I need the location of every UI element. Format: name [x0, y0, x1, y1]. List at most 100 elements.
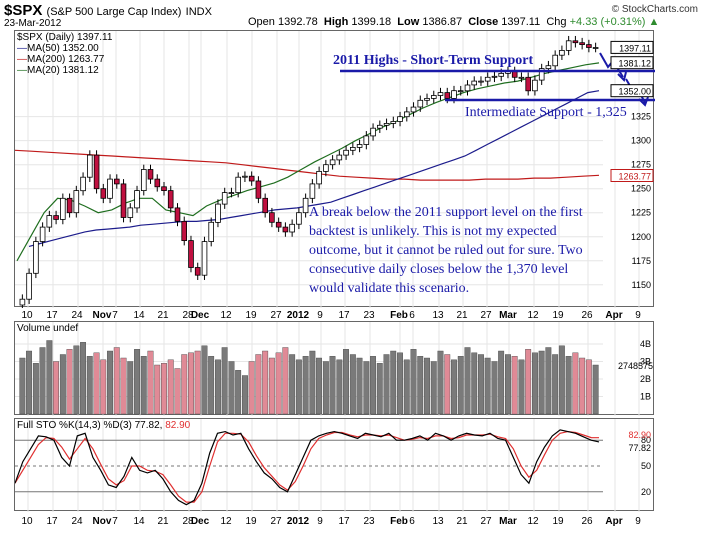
- commentary-line: consecutive daily closes below the 1,370…: [309, 262, 569, 277]
- candle: [457, 90, 464, 93]
- volume-bar: [39, 347, 46, 415]
- candle: [248, 175, 255, 182]
- index-name: (S&P 500 Large Cap Index): [46, 6, 182, 18]
- candle: [269, 212, 275, 223]
- volume-bar: [403, 359, 410, 415]
- x-tick-label: 27: [270, 310, 282, 320]
- volume-bar: [140, 356, 147, 415]
- volume-bar: [26, 350, 33, 415]
- annotation-intermediate-support: Intermediate Support - 1,325: [465, 105, 627, 120]
- volume-bar: [525, 349, 532, 415]
- candle: [60, 197, 66, 220]
- candle: [532, 79, 538, 92]
- price-tag: [610, 40, 654, 54]
- candle: [397, 116, 403, 122]
- candle: [464, 84, 471, 92]
- candle: [181, 220, 188, 241]
- volume-bar: [80, 342, 87, 415]
- candle: [525, 76, 531, 92]
- volume-bar: [505, 354, 511, 415]
- volume-bar: [167, 359, 174, 415]
- x-tick-label: 6: [409, 310, 415, 320]
- brand-logo: © StockCharts.com: [611, 4, 698, 15]
- volume-bar: [329, 356, 336, 415]
- volume-bar: [289, 354, 296, 415]
- legend-ma200: —MA(200) 1263.77: [17, 54, 105, 65]
- legend-ma20: —MA(20) 1381.12: [17, 65, 99, 76]
- x-tick-label: Apr: [605, 516, 622, 527]
- candle: [370, 127, 376, 137]
- volume-tag-label: 2748575: [618, 361, 653, 371]
- price-tick-label: 1200: [631, 232, 651, 242]
- price-tick-label: 1225: [631, 208, 651, 218]
- x-tick-label: 14: [133, 516, 145, 527]
- sto-k-line: [14, 429, 600, 506]
- candle: [201, 241, 208, 276]
- x-tick-label: 13: [432, 516, 444, 527]
- candle: [403, 111, 410, 118]
- volume-bar: [241, 375, 248, 415]
- volume-bar: [262, 350, 269, 415]
- candle: [323, 164, 329, 172]
- volume-bar: [451, 359, 457, 415]
- volume-bar: [107, 350, 114, 415]
- volume-bar: [511, 356, 518, 415]
- volume-bar: [565, 356, 572, 415]
- x-tick-label: Mar: [499, 516, 517, 527]
- candle: [154, 178, 161, 188]
- candle: [484, 76, 491, 82]
- candle: [586, 44, 592, 48]
- volume-bar: [370, 356, 376, 415]
- x-tick-label: Feb: [390, 516, 408, 527]
- chart-date: 23-Mar-2012: [4, 18, 62, 29]
- sto-tick-label: 50: [641, 461, 651, 471]
- volume-bar: [214, 359, 221, 415]
- candle: [410, 106, 417, 113]
- volume-bar: [113, 347, 120, 415]
- x-tick-label: Dec: [191, 310, 210, 320]
- volume-bar: [383, 354, 390, 415]
- price-tag: [610, 169, 654, 182]
- candle: [478, 80, 484, 83]
- high-value: 1399.18: [351, 16, 392, 28]
- commentary-line: outcome, but it cannot be ruled out for …: [309, 243, 583, 258]
- volume-bar: [410, 349, 417, 415]
- candle: [471, 80, 477, 86]
- volume-bar: [235, 370, 242, 415]
- volume-bar: [545, 347, 552, 415]
- x-tick-label: 9: [635, 516, 641, 527]
- candle: [383, 123, 390, 126]
- low-value: 1386.87: [422, 16, 463, 28]
- volume-bar: [430, 361, 437, 415]
- x-tick-label: 10: [21, 310, 33, 320]
- volume-bar: [356, 357, 363, 415]
- candle: [242, 175, 248, 178]
- candle: [430, 95, 437, 99]
- volume-bar: [147, 350, 154, 415]
- candle: [127, 207, 134, 218]
- price-tag-label: 1263.77: [618, 171, 651, 181]
- x-tick-label: 28: [182, 516, 194, 527]
- volume-bar: [208, 356, 215, 415]
- x-tick-label: 10: [21, 516, 33, 527]
- candle: [147, 169, 154, 180]
- volume-bar: [471, 352, 478, 415]
- volume-bar: [66, 349, 73, 415]
- volume-bar: [349, 354, 356, 415]
- candle: [19, 298, 26, 306]
- x-tick-label: 12: [220, 516, 232, 527]
- x-tick-label: 9: [317, 516, 323, 527]
- x-tick-label: 24: [71, 516, 83, 527]
- candle: [73, 190, 80, 214]
- price-tick-label: 1150: [632, 280, 651, 290]
- x-tick-label: 12: [527, 310, 539, 320]
- volume-bar: [194, 350, 201, 415]
- volume-bar: [174, 368, 181, 415]
- candle: [134, 190, 140, 209]
- change-value: +4.33 (+0.31%): [569, 16, 646, 28]
- up-arrow-icon: ▲: [648, 16, 660, 28]
- x-tick-label: Feb: [390, 310, 408, 320]
- volume-bar: [457, 356, 464, 415]
- volume-bar: [221, 347, 228, 415]
